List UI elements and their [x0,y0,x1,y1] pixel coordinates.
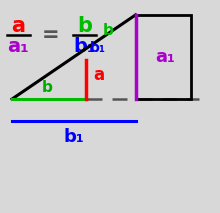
Bar [136,15,191,99]
Text: a: a [94,66,105,84]
Text: b₁: b₁ [63,128,84,146]
Text: b₁: b₁ [73,37,96,56]
Text: a₁: a₁ [7,37,29,56]
Text: b₁: b₁ [90,41,106,55]
Text: b: b [42,80,53,95]
Text: b: b [103,23,114,38]
Text: =: = [42,25,59,45]
Text: b: b [77,16,92,36]
Text: a₁: a₁ [156,48,175,66]
Text: a: a [11,16,26,36]
